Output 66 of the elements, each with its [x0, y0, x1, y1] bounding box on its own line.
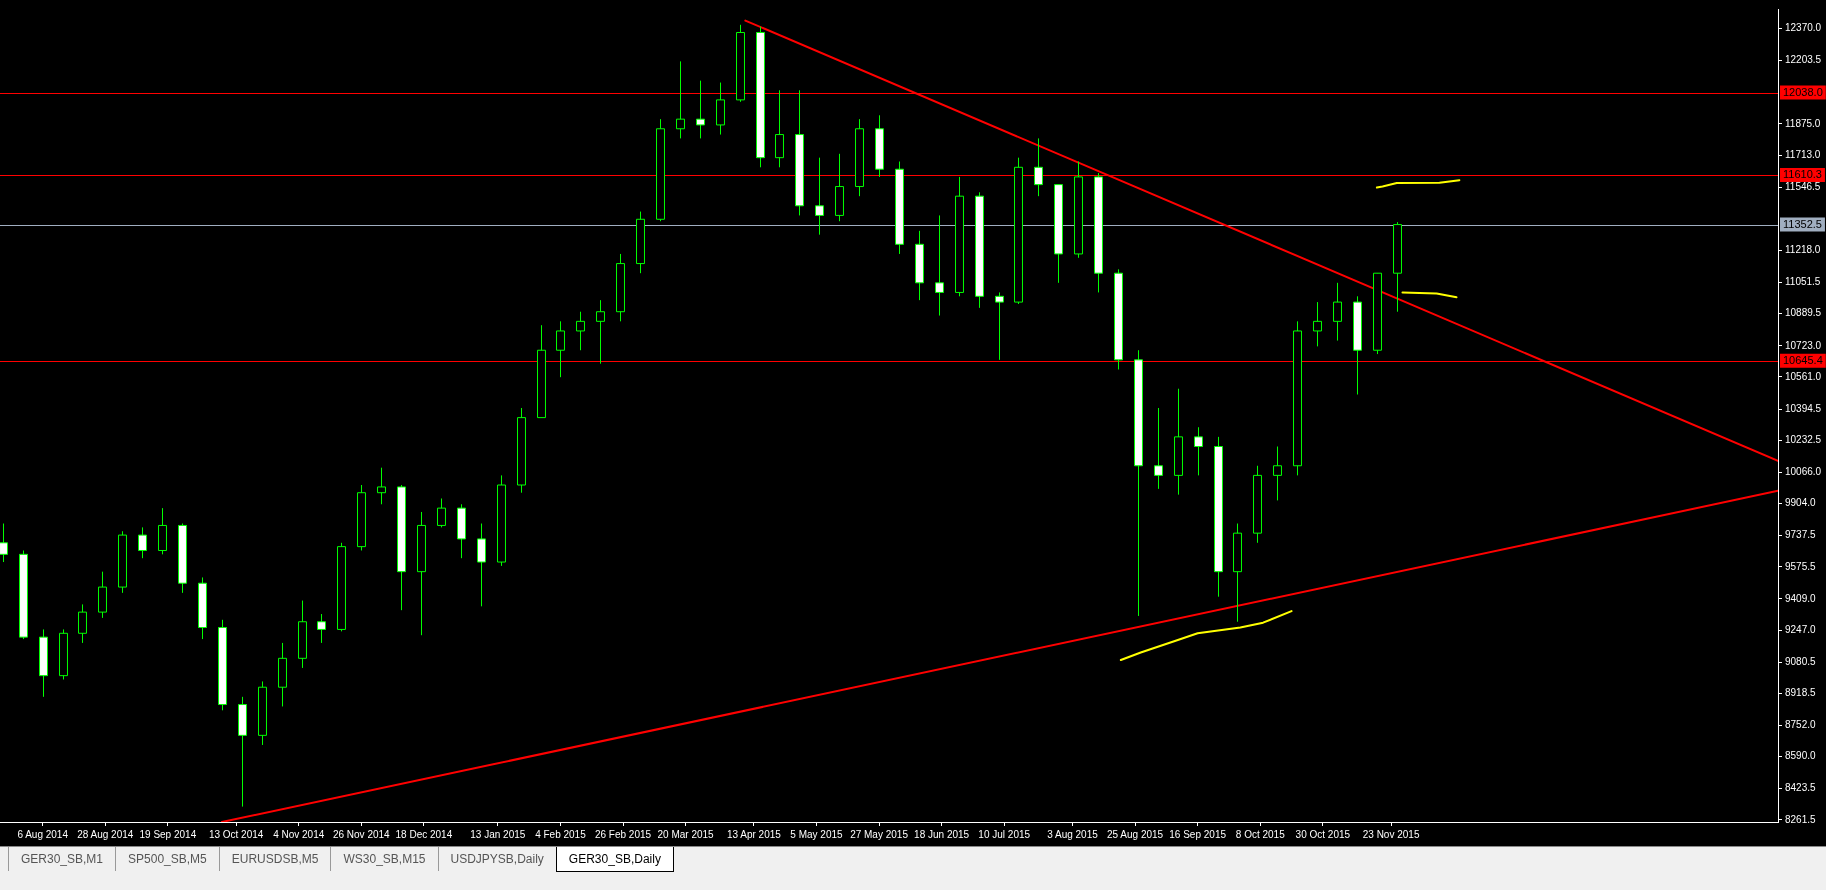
x-tick-label: 28 Aug 2014 [77, 828, 134, 840]
y-tick-label: 10561.0 [1785, 370, 1822, 382]
candlestick [596, 299, 605, 365]
text: GER30_SB,Daily [555, 847, 674, 872]
candlestick [1273, 446, 1282, 501]
x-tick-label: 26 Feb 2015 [594, 828, 652, 840]
candlestick [477, 523, 486, 607]
candlestick [1194, 426, 1203, 476]
y-tick-label: 8918.5 [1785, 687, 1817, 699]
x-tick-label: 6 Aug 2014 [17, 828, 69, 840]
x-tick-label: 23 Nov 2015 [1362, 828, 1420, 840]
y-tick-label: 11051.5 [1785, 276, 1821, 288]
text: WS30_SB,M15 [330, 847, 438, 871]
x-tick-label: 26 Nov 2014 [332, 828, 391, 840]
y-tick-label: 9409.0 [1785, 592, 1817, 604]
y-tick-label: 10066.0 [1785, 466, 1822, 478]
x-tick-label: 27 May 2015 [850, 828, 909, 840]
x-tick-label: 13 Jan 2015 [470, 828, 526, 840]
x-tick-label: 25 Aug 2015 [1106, 828, 1164, 840]
y-tick-label: 11713.0 [1785, 148, 1821, 160]
candlestick [815, 157, 824, 236]
x-tick-label: 18 Jun 2015 [914, 828, 970, 840]
x-tick-label: 13 Apr 2015 [726, 828, 782, 840]
y-tick-label: 10723.0 [1785, 339, 1822, 351]
y-tick-label: 12203.5 [1785, 54, 1822, 66]
y-tick-label: 10394.5 [1785, 402, 1822, 414]
ref-line-label: 12038.0 [1783, 85, 1823, 98]
y-tick-label: 12370.0 [1785, 22, 1822, 34]
candlestick [556, 320, 565, 378]
candlestick [1154, 407, 1163, 490]
candlestick [0, 523, 8, 563]
y-tick-label: 8261.5 [1785, 813, 1817, 825]
x-tick-label: 10 Jul 2015 [978, 828, 1031, 840]
y-tick-label: 9737.5 [1785, 529, 1817, 541]
y-tick-label: 9247.0 [1785, 623, 1817, 635]
x-tick-label: 4 Feb 2015 [535, 828, 587, 840]
x-tick-label: 18 Dec 2014 [395, 828, 453, 840]
x-tick-label: 8 Oct 2015 [1235, 828, 1286, 840]
y-tick-label: 8752.0 [1785, 719, 1817, 731]
y-tick-label: 10232.5 [1785, 433, 1822, 445]
text: GER30_SB,M1 [8, 847, 116, 871]
x-tick-label: 3 Aug 2015 [1047, 828, 1099, 840]
y-tick-label: 8423.5 [1785, 782, 1817, 794]
x-tick-label: 4 Nov 2014 [273, 828, 325, 840]
y-tick-label: 11546.5 [1785, 180, 1821, 192]
text: USDJPYSB,Daily [437, 847, 556, 871]
ref-line-label: 11352.5 [1783, 217, 1822, 230]
y-tick-label: 11218.0 [1785, 244, 1821, 256]
x-tick-label: 19 Sep 2014 [139, 828, 197, 840]
x-tick-label: 5 May 2015 [790, 828, 844, 840]
y-tick-label: 9575.5 [1785, 560, 1817, 572]
x-tick-label: 13 Oct 2014 [208, 828, 264, 840]
candlestick [317, 613, 326, 644]
y-tick-label: 11875.0 [1785, 117, 1821, 129]
x-tick-label: 20 Mar 2015 [657, 828, 715, 840]
candlestick [935, 214, 944, 317]
text: SP500_SB,M5 [115, 847, 219, 871]
y-tick-label: 9904.0 [1785, 497, 1817, 509]
y-tick-label: 10889.5 [1785, 307, 1822, 319]
x-tick-label: 30 Oct 2015 [1295, 828, 1351, 840]
y-tick-label: 8590.0 [1785, 750, 1817, 762]
text: EURUSDSB,M5 [218, 847, 331, 871]
ref-line-label: 10645.4 [1783, 353, 1823, 366]
x-tick-label: 16 Sep 2015 [1169, 828, 1227, 840]
ref-line-label: 11610.3 [1783, 167, 1822, 180]
y-tick-label: 9080.5 [1785, 655, 1817, 667]
